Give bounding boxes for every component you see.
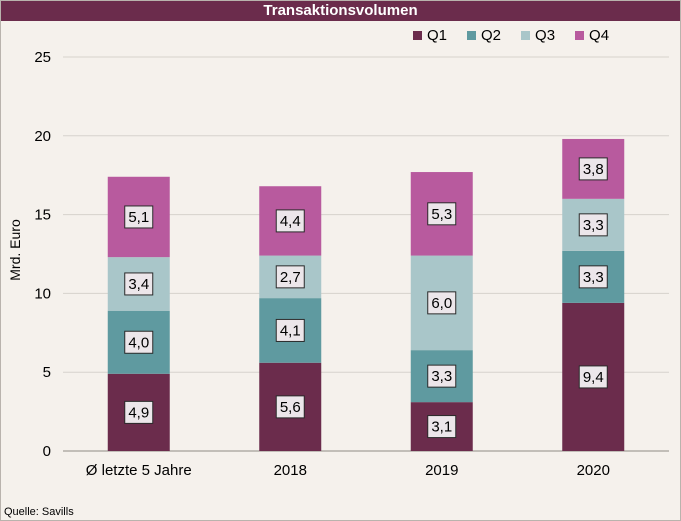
y-tick-label: 15 bbox=[34, 207, 51, 224]
data-label: 3,3 bbox=[431, 368, 452, 385]
data-label-box bbox=[124, 205, 154, 229]
y-tick-label: 20 bbox=[34, 128, 51, 145]
legend-swatch-q3 bbox=[521, 30, 531, 40]
data-label: 2,7 bbox=[280, 269, 301, 286]
y-tick-label: 10 bbox=[34, 285, 51, 302]
x-tick-label: 2019 bbox=[425, 462, 458, 479]
source-note: Quelle: Savills bbox=[4, 506, 74, 518]
data-label: 3,4 bbox=[128, 276, 149, 293]
legend-swatch-q2 bbox=[467, 30, 477, 40]
data-label-box bbox=[578, 157, 608, 181]
y-tick-label: 0 bbox=[43, 443, 51, 460]
data-label-box bbox=[124, 330, 154, 354]
x-tick-label: Ø letzte 5 Jahre bbox=[86, 462, 192, 479]
legend-swatch-q1 bbox=[413, 30, 422, 40]
data-label-box bbox=[427, 364, 457, 388]
data-label-box bbox=[275, 209, 305, 233]
data-label: 6,0 bbox=[431, 295, 452, 312]
data-label: 3,3 bbox=[583, 269, 604, 286]
data-label: 5,1 bbox=[128, 209, 149, 226]
data-label: 4,9 bbox=[128, 404, 149, 421]
y-tick-label: 5 bbox=[43, 364, 51, 381]
legend-label-q4: Q4 bbox=[589, 26, 610, 44]
data-label-box bbox=[275, 318, 305, 342]
data-label-box bbox=[427, 291, 457, 315]
legend-item-q2: Q2 bbox=[467, 27, 501, 44]
data-label: 3,8 bbox=[583, 161, 604, 178]
data-label-box bbox=[427, 202, 457, 226]
legend-item-q4: Q4 bbox=[575, 27, 609, 44]
data-label-box bbox=[578, 365, 608, 389]
data-label: 3,1 bbox=[431, 419, 452, 436]
chart-legend: Q1 Q2 Q3 Q4 bbox=[413, 26, 609, 44]
data-label: 3,3 bbox=[583, 217, 604, 234]
data-label: 4,1 bbox=[280, 322, 301, 339]
data-label: 9,4 bbox=[583, 369, 604, 386]
legend-label-q2: Q2 bbox=[481, 26, 502, 44]
x-tick-label: 2020 bbox=[577, 462, 610, 479]
data-label-box bbox=[275, 395, 305, 419]
data-label-box bbox=[124, 272, 154, 296]
legend-item-q3: Q3 bbox=[521, 27, 555, 44]
data-label-box bbox=[124, 400, 154, 424]
legend-swatch-q4 bbox=[575, 30, 585, 40]
data-label-box bbox=[578, 265, 608, 289]
y-tick-label: 25 bbox=[34, 49, 51, 66]
data-label: 5,6 bbox=[280, 399, 301, 416]
data-label-box bbox=[427, 415, 457, 439]
x-tick-label: 2018 bbox=[274, 462, 307, 479]
legend-item-q1: Q1 bbox=[413, 27, 447, 44]
legend-label-q1: Q1 bbox=[427, 26, 448, 44]
data-label: 5,3 bbox=[431, 206, 452, 223]
data-label: 4,4 bbox=[280, 213, 301, 230]
data-label-box bbox=[578, 213, 608, 237]
data-label-box bbox=[275, 265, 305, 289]
chart-title: Transaktionsvolumen bbox=[1, 1, 680, 21]
legend-label-q3: Q3 bbox=[535, 26, 556, 44]
data-label: 4,0 bbox=[128, 334, 149, 351]
